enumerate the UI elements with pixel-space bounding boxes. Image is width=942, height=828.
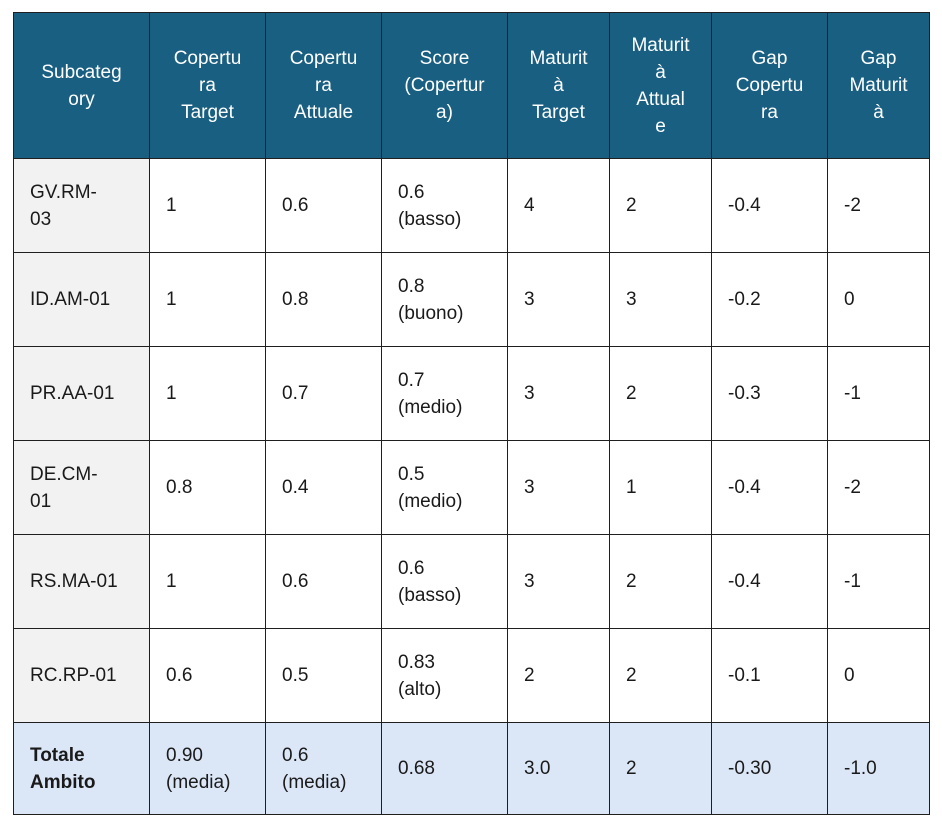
cell-copertura-attuale: 0.8 — [265, 252, 382, 347]
cell-gap-maturita: -2 — [827, 158, 930, 253]
cell-copertura-target: 1 — [149, 252, 266, 347]
cell-maturita-target: 3 — [507, 346, 610, 441]
cell-gap-maturita: -1 — [827, 346, 930, 441]
total-maturita-target: 3.0 — [507, 722, 610, 815]
header-score-copertura: Score (Copertur a) — [381, 12, 508, 159]
cell-gap-maturita: -1 — [827, 534, 930, 629]
cell-gap-copertura: -0.4 — [711, 158, 828, 253]
header-gap-maturita: Gap Maturit à — [827, 12, 930, 159]
cell-subcategory: RC.RP-01 — [13, 628, 150, 723]
cell-maturita-attuale: 2 — [609, 346, 712, 441]
cell-gap-maturita: -2 — [827, 440, 930, 535]
cell-gap-copertura: -0.4 — [711, 534, 828, 629]
cell-gap-maturita: 0 — [827, 252, 930, 347]
cell-score: 0.5 (medio) — [381, 440, 508, 535]
cell-gap-copertura: -0.3 — [711, 346, 828, 441]
cell-maturita-attuale: 2 — [609, 628, 712, 723]
table-container: Subcateg ory Copertu ra Target Copertu r… — [13, 12, 930, 815]
cell-maturita-target: 3 — [507, 252, 610, 347]
table-row: RC.RP-01 0.6 0.5 0.83 (alto) 2 2 -0.1 0 — [13, 628, 930, 723]
cell-subcategory: DE.CM- 01 — [13, 440, 150, 535]
cell-copertura-attuale: 0.5 — [265, 628, 382, 723]
cell-copertura-target: 0.8 — [149, 440, 266, 535]
total-gap-maturita: -1.0 — [827, 722, 930, 815]
header-row: Subcateg ory Copertu ra Target Copertu r… — [13, 12, 930, 159]
cell-score: 0.6 (basso) — [381, 158, 508, 253]
cell-score: 0.6 (basso) — [381, 534, 508, 629]
total-score: 0.68 — [381, 722, 508, 815]
cell-copertura-target: 1 — [149, 346, 266, 441]
cell-gap-copertura: -0.4 — [711, 440, 828, 535]
cell-subcategory: RS.MA-01 — [13, 534, 150, 629]
cell-maturita-target: 4 — [507, 158, 610, 253]
header-subcategory: Subcateg ory — [13, 12, 150, 159]
cell-gap-copertura: -0.2 — [711, 252, 828, 347]
cell-copertura-attuale: 0.4 — [265, 440, 382, 535]
total-label: Totale Ambito — [13, 722, 150, 815]
cell-maturita-target: 3 — [507, 534, 610, 629]
maturity-table: Subcateg ory Copertu ra Target Copertu r… — [13, 12, 930, 815]
cell-score: 0.7 (medio) — [381, 346, 508, 441]
cell-maturita-target: 2 — [507, 628, 610, 723]
cell-maturita-attuale: 3 — [609, 252, 712, 347]
cell-copertura-attuale: 0.6 — [265, 534, 382, 629]
total-copertura-target: 0.90 (media) — [149, 722, 266, 815]
total-gap-copertura: -0.30 — [711, 722, 828, 815]
cell-maturita-attuale: 1 — [609, 440, 712, 535]
cell-maturita-target: 3 — [507, 440, 610, 535]
cell-copertura-target: 1 — [149, 534, 266, 629]
cell-copertura-attuale: 0.6 — [265, 158, 382, 253]
table-row: DE.CM- 01 0.8 0.4 0.5 (medio) 3 1 -0.4 -… — [13, 440, 930, 535]
cell-gap-copertura: -0.1 — [711, 628, 828, 723]
header-maturita-target: Maturit à Target — [507, 12, 610, 159]
cell-copertura-target: 0.6 — [149, 628, 266, 723]
total-maturita-attuale: 2 — [609, 722, 712, 815]
table-row: RS.MA-01 1 0.6 0.6 (basso) 3 2 -0.4 -1 — [13, 534, 930, 629]
cell-score: 0.83 (alto) — [381, 628, 508, 723]
header-gap-copertura: Gap Copertu ra — [711, 12, 828, 159]
cell-subcategory: GV.RM- 03 — [13, 158, 150, 253]
cell-gap-maturita: 0 — [827, 628, 930, 723]
cell-maturita-attuale: 2 — [609, 534, 712, 629]
cell-subcategory: ID.AM-01 — [13, 252, 150, 347]
cell-subcategory: PR.AA-01 — [13, 346, 150, 441]
cell-maturita-attuale: 2 — [609, 158, 712, 253]
total-row: Totale Ambito 0.90 (media) 0.6 (media) 0… — [13, 722, 930, 815]
header-copertura-target: Copertu ra Target — [149, 12, 266, 159]
table-row: GV.RM- 03 1 0.6 0.6 (basso) 4 2 -0.4 -2 — [13, 158, 930, 253]
cell-copertura-attuale: 0.7 — [265, 346, 382, 441]
cell-copertura-target: 1 — [149, 158, 266, 253]
header-maturita-attuale: Maturit à Attual e — [609, 12, 712, 159]
header-copertura-attuale: Copertu ra Attuale — [265, 12, 382, 159]
cell-score: 0.8 (buono) — [381, 252, 508, 347]
total-copertura-attuale: 0.6 (media) — [265, 722, 382, 815]
table-row: ID.AM-01 1 0.8 0.8 (buono) 3 3 -0.2 0 — [13, 252, 930, 347]
table-row: PR.AA-01 1 0.7 0.7 (medio) 3 2 -0.3 -1 — [13, 346, 930, 441]
